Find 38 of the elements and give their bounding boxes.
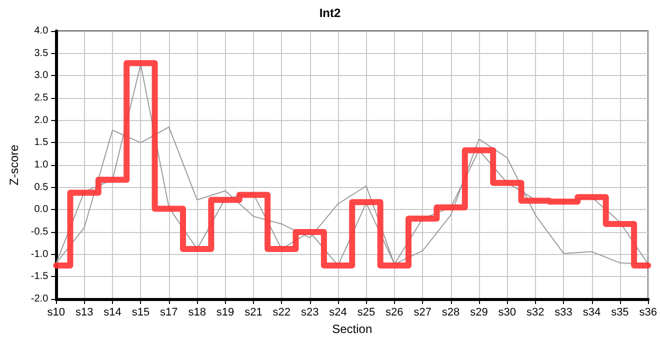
- x-tick-label: s32: [526, 306, 544, 318]
- x-tick-label: s14: [104, 306, 122, 318]
- x-tick-label: s34: [582, 306, 601, 318]
- x-tick-label: s17: [160, 306, 178, 318]
- x-tick-label: s25: [357, 306, 376, 318]
- x-tick-label: s27: [414, 306, 432, 318]
- x-axis-title: Section: [332, 322, 372, 336]
- x-tick-label: s13: [75, 306, 94, 318]
- y-tick-label: -2.0: [30, 294, 49, 304]
- y-tick-label: 3.5: [34, 48, 49, 59]
- x-tick-label: s28: [442, 306, 460, 318]
- x-tick-label: s21: [244, 306, 262, 318]
- x-tick-label: s19: [216, 306, 234, 318]
- x-tick-label: s35: [611, 306, 629, 318]
- y-tick-label: -0.5: [30, 226, 49, 238]
- y-tick-label: 4.0: [34, 26, 49, 36]
- x-tick-label: s18: [188, 306, 206, 318]
- y-tick-label: 1.5: [34, 137, 49, 148]
- y-tick-label: -1.5: [30, 271, 49, 282]
- y-tick-label: 0.0: [34, 204, 49, 216]
- x-tick-label: s26: [386, 306, 404, 318]
- y-tick-label: -1.0: [30, 248, 49, 260]
- x-tick-label: s33: [554, 306, 572, 318]
- y-axis-title: Z-score: [7, 144, 21, 186]
- y-tick-label: 0.5: [34, 182, 49, 193]
- y-tick-label: 2.5: [34, 92, 49, 104]
- x-tick-label: s36: [639, 306, 658, 318]
- chart-title: Int2: [319, 6, 341, 20]
- y-tick-label: 3.0: [34, 70, 49, 82]
- x-tick-label: s24: [329, 306, 347, 318]
- x-tick-label: s30: [498, 306, 516, 318]
- x-tick-label: s29: [470, 306, 488, 318]
- x-tick-label: s22: [272, 306, 291, 318]
- x-tick-label: s15: [132, 306, 150, 318]
- x-tick-label: s10: [47, 306, 66, 318]
- y-tick-label: 2.0: [34, 114, 49, 126]
- x-tick-label: s23: [300, 306, 319, 318]
- y-tick-label: 1.0: [34, 160, 49, 170]
